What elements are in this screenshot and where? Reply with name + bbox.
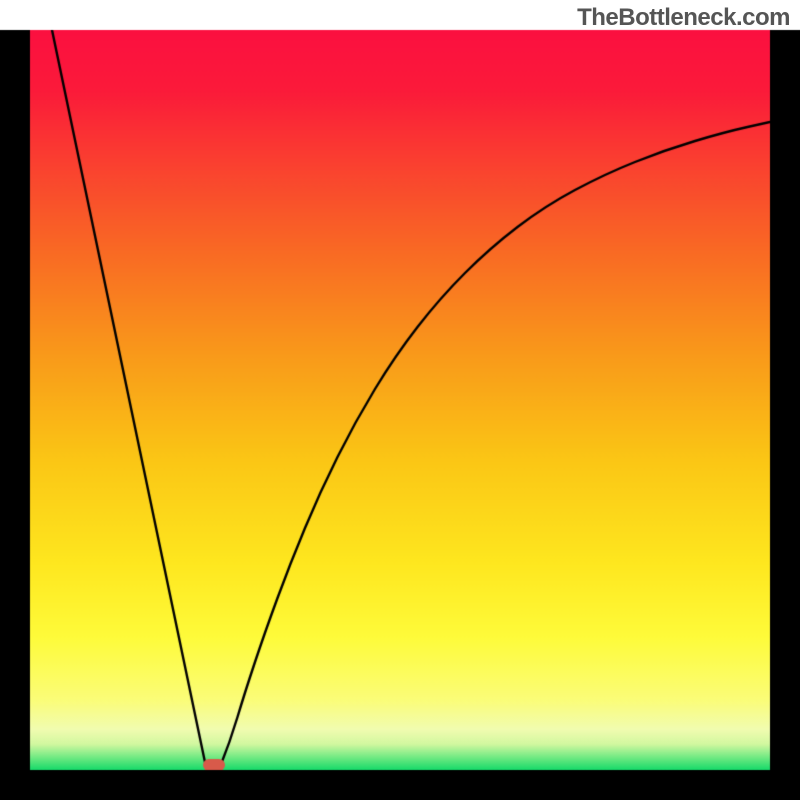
watermark-text: TheBottleneck.com bbox=[577, 4, 790, 32]
chart-container: TheBottleneck.com bbox=[0, 0, 800, 800]
gradient-plot-canvas bbox=[0, 0, 800, 800]
